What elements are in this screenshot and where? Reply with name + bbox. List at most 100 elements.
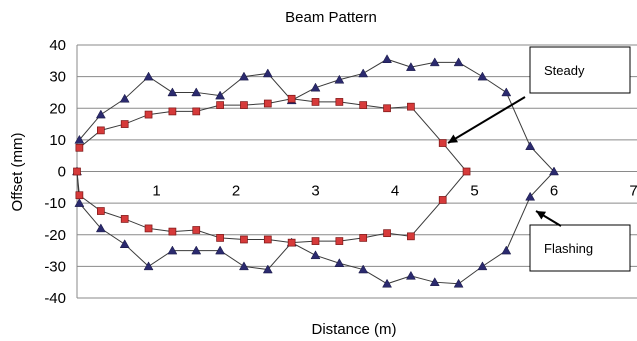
- series-line: [76, 98, 468, 244]
- callout-box: [529, 224, 631, 272]
- data-point-triangle: [382, 54, 392, 63]
- data-point-triangle: [405, 270, 416, 280]
- data-point-triangle: [334, 74, 345, 84]
- data-point-square: [192, 226, 201, 234]
- y-tick-label: 20: [49, 100, 66, 117]
- x-tick-labels: 1 2 3 4 5 6 7: [152, 183, 637, 200]
- data-point-triangle: [501, 87, 512, 97]
- y-tick-label: 10: [49, 132, 66, 149]
- data-point-square: [311, 98, 320, 106]
- data-point-square: [311, 237, 320, 245]
- series-layer: [72, 54, 559, 288]
- y-tick-labels: 40 30 20 10 0 -10 -20 -30 -40: [44, 37, 66, 307]
- chart-title: Beam Pattern: [285, 9, 377, 26]
- data-point-triangle: [310, 250, 321, 260]
- y-tick-label: -10: [44, 195, 66, 212]
- data-point-square: [96, 126, 105, 135]
- data-point-triangle: [405, 62, 416, 71]
- data-point-triangle: [74, 198, 85, 207]
- data-point-square: [335, 237, 344, 245]
- data-point-triangle: [119, 93, 130, 103]
- data-point-square: [75, 143, 84, 152]
- data-point-square: [359, 101, 368, 109]
- x-axis-label: Distance (m): [311, 321, 396, 338]
- data-point-triangle: [310, 82, 321, 92]
- x-tick-label: 2: [232, 183, 240, 200]
- y-tick-label: -30: [44, 258, 66, 275]
- data-point-triangle: [525, 141, 536, 150]
- data-point-square: [144, 224, 153, 233]
- data-point-square: [287, 238, 296, 247]
- data-point-triangle: [167, 245, 178, 255]
- data-point-square: [75, 191, 84, 200]
- y-tick-label: -20: [44, 227, 66, 244]
- callout-flashing: Flashing: [529, 210, 631, 272]
- data-point-triangle: [191, 245, 202, 255]
- data-point-square: [120, 120, 129, 128]
- data-point-triangle: [429, 57, 440, 67]
- data-point-triangle: [95, 109, 106, 119]
- data-point-triangle: [215, 90, 226, 100]
- data-point-triangle: [239, 261, 249, 271]
- data-point-triangle: [119, 239, 130, 248]
- data-point-triangle: [501, 245, 512, 255]
- data-point-triangle: [74, 134, 85, 144]
- data-point-triangle: [525, 191, 536, 201]
- y-tick-label: 0: [58, 164, 66, 181]
- data-point-triangle: [191, 87, 202, 97]
- data-point-square: [192, 107, 201, 116]
- callout-label: Flashing: [544, 241, 593, 256]
- data-point-square: [168, 227, 177, 236]
- data-point-triangle: [358, 264, 369, 274]
- data-point-triangle: [477, 261, 488, 271]
- callout-label: Steady: [544, 63, 585, 78]
- data-point-square: [359, 234, 368, 242]
- y-tick-label: -40: [44, 290, 66, 307]
- data-point-triangle: [358, 68, 369, 78]
- data-point-square: [407, 232, 415, 241]
- callouts: Steady Flashing: [447, 46, 631, 272]
- data-point-square: [383, 104, 391, 113]
- data-point-square: [168, 107, 177, 116]
- data-point-square: [240, 235, 248, 244]
- callout-box: [529, 46, 631, 94]
- x-tick-label: 6: [550, 183, 558, 200]
- data-point-triangle: [429, 277, 440, 286]
- callout-arrowhead: [536, 211, 547, 220]
- data-point-triangle: [262, 68, 273, 78]
- callout-arrow: [447, 96, 526, 144]
- x-tick-label: 1: [152, 183, 160, 200]
- callout-steady: Steady: [447, 46, 631, 144]
- data-point-triangle: [382, 278, 392, 288]
- data-point-triangle: [143, 261, 154, 271]
- callout-arrowhead: [448, 134, 459, 143]
- y-tick-label: 30: [49, 69, 66, 86]
- x-tick-label: 7: [629, 183, 637, 200]
- data-point-square: [73, 167, 81, 176]
- data-point-triangle: [453, 278, 464, 288]
- x-tick-label: 4: [391, 183, 399, 200]
- data-point-triangle: [143, 71, 154, 81]
- data-point-triangle: [167, 87, 178, 97]
- data-point-square: [240, 101, 248, 109]
- data-point-triangle: [334, 258, 345, 267]
- series-square: [73, 94, 471, 247]
- data-point-square: [144, 110, 153, 119]
- data-point-square: [263, 99, 272, 108]
- data-point-square: [407, 102, 415, 111]
- data-point-square: [383, 229, 391, 238]
- y-tick-label: 40: [49, 37, 66, 54]
- data-point-square: [263, 235, 272, 244]
- data-point-square: [216, 101, 224, 109]
- data-point-square: [96, 207, 105, 215]
- data-point-triangle: [262, 264, 273, 274]
- y-axis-label: Offset (mm): [9, 133, 26, 212]
- data-point-square: [216, 234, 224, 242]
- data-point-square: [287, 94, 296, 103]
- data-point-square: [462, 167, 471, 176]
- data-point-triangle: [477, 71, 488, 81]
- data-point-triangle: [549, 166, 559, 176]
- data-point-triangle: [453, 57, 464, 67]
- data-point-square: [438, 139, 447, 147]
